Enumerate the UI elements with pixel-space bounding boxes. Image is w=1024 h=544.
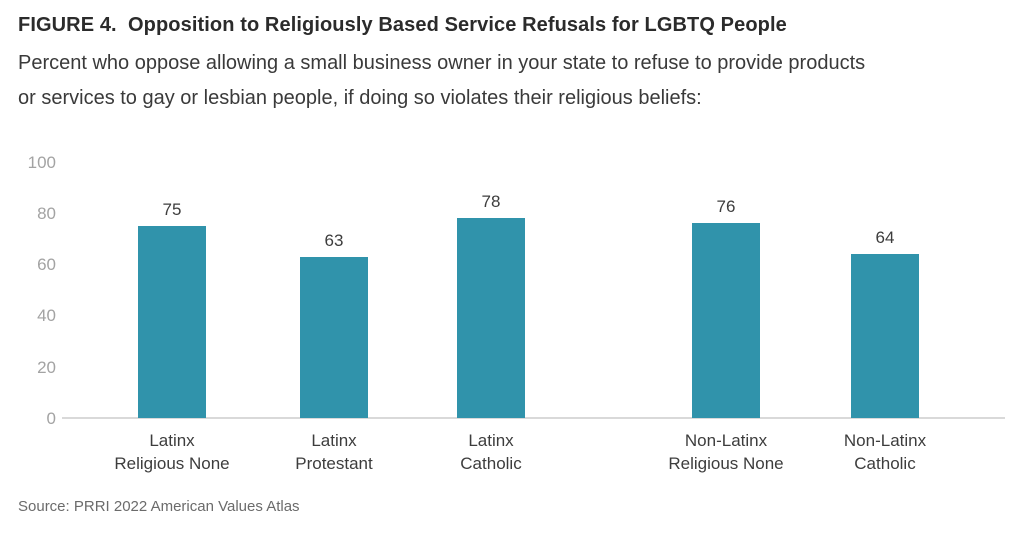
category-line2: Religious None	[114, 454, 230, 473]
category-label: Non-Latinx Religious None	[636, 429, 816, 475]
y-axis-tick: 80	[37, 204, 56, 223]
category-label: Latinx Religious None	[82, 429, 262, 475]
category-line1: Non-Latinx	[843, 431, 927, 450]
bar-value-label: 63	[324, 231, 344, 250]
bar-group: 75	[82, 200, 262, 418]
bar	[692, 223, 760, 418]
category-line2: Protestant	[295, 454, 373, 473]
category-line2: Catholic	[460, 454, 522, 473]
category-line1: Latinx	[468, 431, 514, 450]
figure-subtitle-line2: or services to gay or lesbian people, if…	[18, 87, 702, 109]
bar-value-label: 64	[875, 228, 895, 247]
bar	[457, 218, 525, 418]
y-axis-tick: 20	[37, 358, 56, 377]
bar-value-label: 78	[481, 192, 501, 211]
bar	[138, 226, 206, 418]
bar-group: 64	[795, 228, 975, 418]
y-axis-tick: 100	[27, 153, 56, 172]
y-axis-tick: 0	[46, 409, 56, 428]
category-line2: Religious None	[668, 454, 784, 473]
category-line1: Latinx	[311, 431, 357, 450]
category-line1: Non-Latinx	[684, 431, 768, 450]
bar	[300, 257, 368, 418]
bar-value-label: 75	[162, 200, 182, 219]
source-note: Source: PRRI 2022 American Values Atlas	[18, 498, 300, 515]
category-line2: Catholic	[854, 454, 916, 473]
category-label: Latinx Catholic	[401, 429, 581, 475]
bar-group: 63	[244, 231, 424, 418]
bar-group: 76	[636, 197, 816, 418]
figure-title: FIGURE 4. Opposition to Religiously Base…	[18, 14, 787, 36]
category-label: Latinx Protestant	[244, 429, 424, 475]
figure-subtitle-line1: Percent who oppose allowing a small busi…	[18, 52, 866, 74]
y-axis-tick: 40	[37, 306, 56, 325]
y-axis-tick: 60	[37, 255, 56, 274]
category-line1: Latinx	[149, 431, 195, 450]
bar	[851, 254, 919, 418]
category-label: Non-Latinx Catholic	[795, 429, 975, 475]
bar-value-label: 76	[716, 197, 736, 216]
x-axis-baseline	[62, 417, 1005, 419]
figure-subtitle: Percent who oppose allowing a small busi…	[18, 46, 865, 116]
bar-group: 78	[401, 192, 581, 418]
